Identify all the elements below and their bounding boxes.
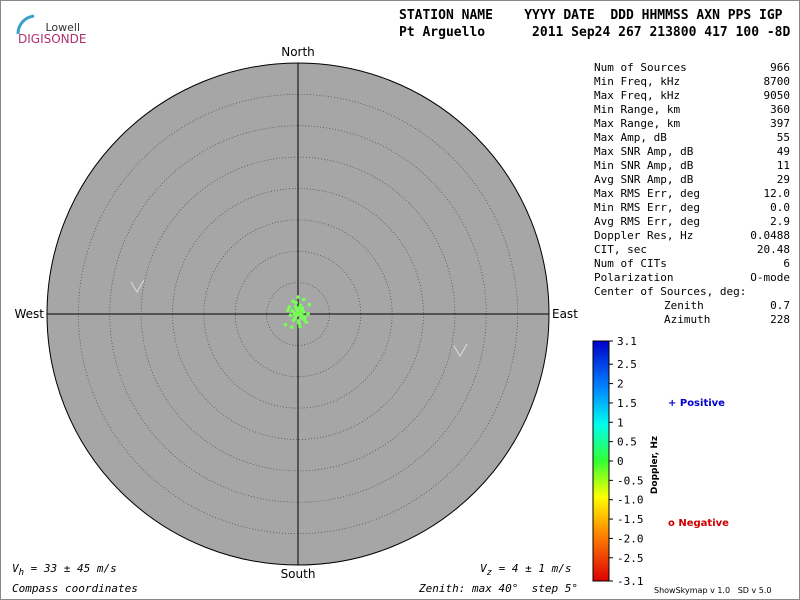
stat-value: 8700 — [764, 75, 791, 88]
source-point — [291, 318, 296, 323]
center-stat-value: 0.7 — [770, 299, 790, 312]
source-point — [287, 305, 292, 309]
stat-value: 9050 — [764, 89, 791, 102]
center-stat-label: Zenith — [664, 299, 704, 312]
stat-label: Polarization — [594, 271, 673, 284]
source-point — [283, 322, 288, 327]
logo-arc — [16, 14, 35, 35]
stat-label: Num of Sources — [594, 61, 687, 74]
stat-label: Avg RMS Err, deg — [594, 215, 700, 228]
center-stat-label: Azimuth — [664, 313, 710, 326]
source-point — [302, 317, 307, 322]
stat-value: 20.48 — [757, 243, 790, 256]
vh: Vh = 33 ± 45 m/s — [12, 562, 117, 578]
colorbar-tick-label: 1.5 — [617, 397, 637, 410]
marker — [453, 343, 468, 357]
west-label: West — [14, 307, 44, 321]
colorbar-tick-label: 2 — [617, 378, 624, 391]
colorbar-tick-label: -3.1 — [617, 575, 644, 588]
colorbar-tick-label: 3.1 — [617, 335, 637, 348]
source-point — [307, 302, 312, 307]
coords: Compass coordinates — [12, 582, 138, 595]
header-labels: STATION NAME YYYY DATE DDD HHMMSS AXN PP… — [399, 8, 783, 23]
stat-label: Avg SNR Amp, dB — [594, 173, 694, 186]
stat-label: Max SNR Amp, dB — [594, 145, 694, 158]
stat-label: Min SNR Amp, dB — [594, 159, 694, 172]
stat-value: 29 — [777, 173, 790, 186]
stat-value: 0.0488 — [750, 229, 790, 242]
vz: Vz = 4 ± 1 m/s — [480, 562, 572, 578]
source-point — [298, 324, 302, 329]
colorbar-tick-label: 0 — [617, 455, 624, 468]
colorbar-tick-label: -1.5 — [617, 513, 644, 526]
source-point — [299, 308, 304, 313]
source-point — [299, 315, 303, 320]
stat-label: Max Amp, dB — [594, 131, 667, 144]
source-point — [301, 297, 306, 302]
colorbar-tick-label: -2.0 — [617, 532, 644, 545]
zenith-scale: Zenith: max 40° step 5° — [418, 582, 578, 595]
stat-value: 397 — [770, 117, 790, 130]
stat-value: 966 — [770, 61, 790, 74]
colorbar-tick-label: 2.5 — [617, 358, 637, 371]
source-point — [292, 312, 297, 316]
stat-label: CIT, sec — [594, 243, 647, 256]
stat-value: 49 — [777, 145, 790, 158]
stat-value: 360 — [770, 103, 790, 116]
source-point — [296, 295, 300, 299]
source-point — [294, 300, 298, 305]
colorbar — [592, 340, 610, 582]
positive-legend: + Positive — [668, 398, 725, 409]
stat-value: O-mode — [750, 271, 790, 284]
colorbar-tick-label: -1.0 — [617, 494, 644, 507]
stat-label: Min RMS Err, deg — [594, 201, 700, 214]
east-label: East — [552, 307, 578, 321]
version: ShowSkymap v 1.0 SD v 5.0 — [654, 586, 771, 595]
stat-label: Max Range, km — [594, 117, 680, 130]
marker — [130, 279, 145, 293]
colorbar-tick-label: -0.5 — [617, 474, 644, 487]
source-point — [293, 304, 298, 309]
stat-label: Min Range, km — [594, 103, 680, 116]
colorbar-tick-label: 1 — [617, 416, 624, 429]
source-point — [288, 313, 293, 318]
stat-value: 55 — [777, 131, 790, 144]
colorbar-tick-label: 0.5 — [617, 436, 637, 449]
stat-label: Max RMS Err, deg — [594, 187, 700, 200]
source-point — [298, 303, 303, 308]
source-point — [290, 309, 295, 313]
center-label: Center of Sources, deg: — [594, 285, 746, 298]
colorbar-tick-label: -2.5 — [617, 552, 644, 565]
logo-top: Lowell — [45, 21, 80, 34]
logo-bottom: DIGISONDE — [18, 32, 86, 46]
stat-value: 0.0 — [770, 201, 790, 214]
source-point — [291, 299, 295, 304]
source-point — [295, 312, 300, 316]
stat-label: Doppler Res, Hz — [594, 229, 693, 242]
north-label: North — [281, 45, 315, 59]
stat-label: Num of CITs — [594, 257, 667, 270]
stat-value: 6 — [783, 257, 790, 270]
colorbar-label: Doppler, Hz — [650, 436, 660, 494]
stat-value: 11 — [777, 159, 790, 172]
center-stat-value: 228 — [770, 313, 790, 326]
source-point — [289, 325, 294, 329]
source-point — [304, 320, 308, 324]
stat-label: Min Freq, kHz — [594, 75, 680, 88]
source-point — [306, 312, 310, 316]
negative-legend: o Negative — [668, 518, 729, 529]
stat-value: 12.0 — [764, 187, 791, 200]
source-point — [297, 321, 302, 326]
stat-label: Max Freq, kHz — [594, 89, 680, 102]
source-point — [286, 308, 290, 313]
stat-value: 2.9 — [770, 215, 790, 228]
header-values: Pt Arguello 2011 Sep24 267 213800 417 10… — [399, 25, 791, 40]
south-label: South — [281, 567, 316, 581]
